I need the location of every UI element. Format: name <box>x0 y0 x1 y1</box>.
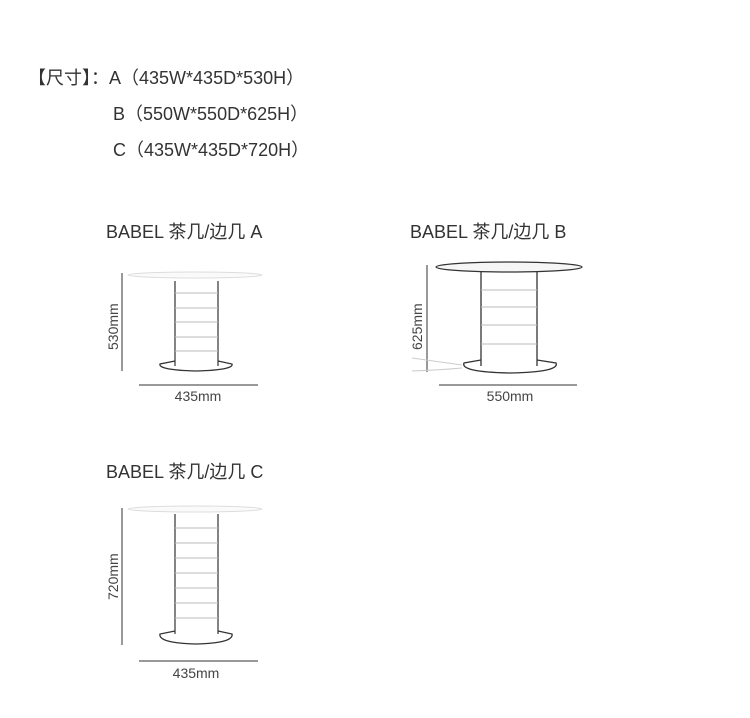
table-b-width-label: 550mm <box>487 388 534 404</box>
table-b-height-label: 625mm <box>409 303 425 350</box>
column-rings <box>175 292 218 352</box>
tabletop <box>127 505 263 513</box>
base <box>159 360 233 372</box>
tabletop <box>435 261 583 273</box>
column-rings <box>175 527 218 619</box>
table-a-drawing <box>121 271 263 386</box>
column <box>480 272 538 366</box>
table-c-title: BABEL 茶几/边几 C <box>106 462 264 482</box>
table-a-height-label: 530mm <box>105 303 121 350</box>
base <box>159 630 233 645</box>
cable <box>411 357 463 372</box>
spec-line-b: B（550W*550D*625H） <box>113 104 309 124</box>
base <box>463 359 557 374</box>
spec-line-c: C（435W*435D*720H） <box>113 140 310 160</box>
column <box>174 281 219 366</box>
column-rings <box>481 289 537 345</box>
table-c-height-label: 720mm <box>105 553 121 600</box>
spec-line-a: 【尺寸】：A（435W*435D*530H） <box>28 68 305 88</box>
table-c-drawing <box>121 505 263 662</box>
table-c-width-label: 435mm <box>173 665 220 681</box>
column <box>174 514 219 634</box>
table-b-drawing <box>411 261 583 386</box>
table-a-title: BABEL 茶几/边几 A <box>106 222 263 242</box>
tabletop <box>127 271 263 279</box>
spec-label: 【尺寸】 <box>28 68 91 88</box>
table-b-title: BABEL 茶几/边几 B <box>410 222 567 242</box>
table-a-width-label: 435mm <box>175 388 222 404</box>
